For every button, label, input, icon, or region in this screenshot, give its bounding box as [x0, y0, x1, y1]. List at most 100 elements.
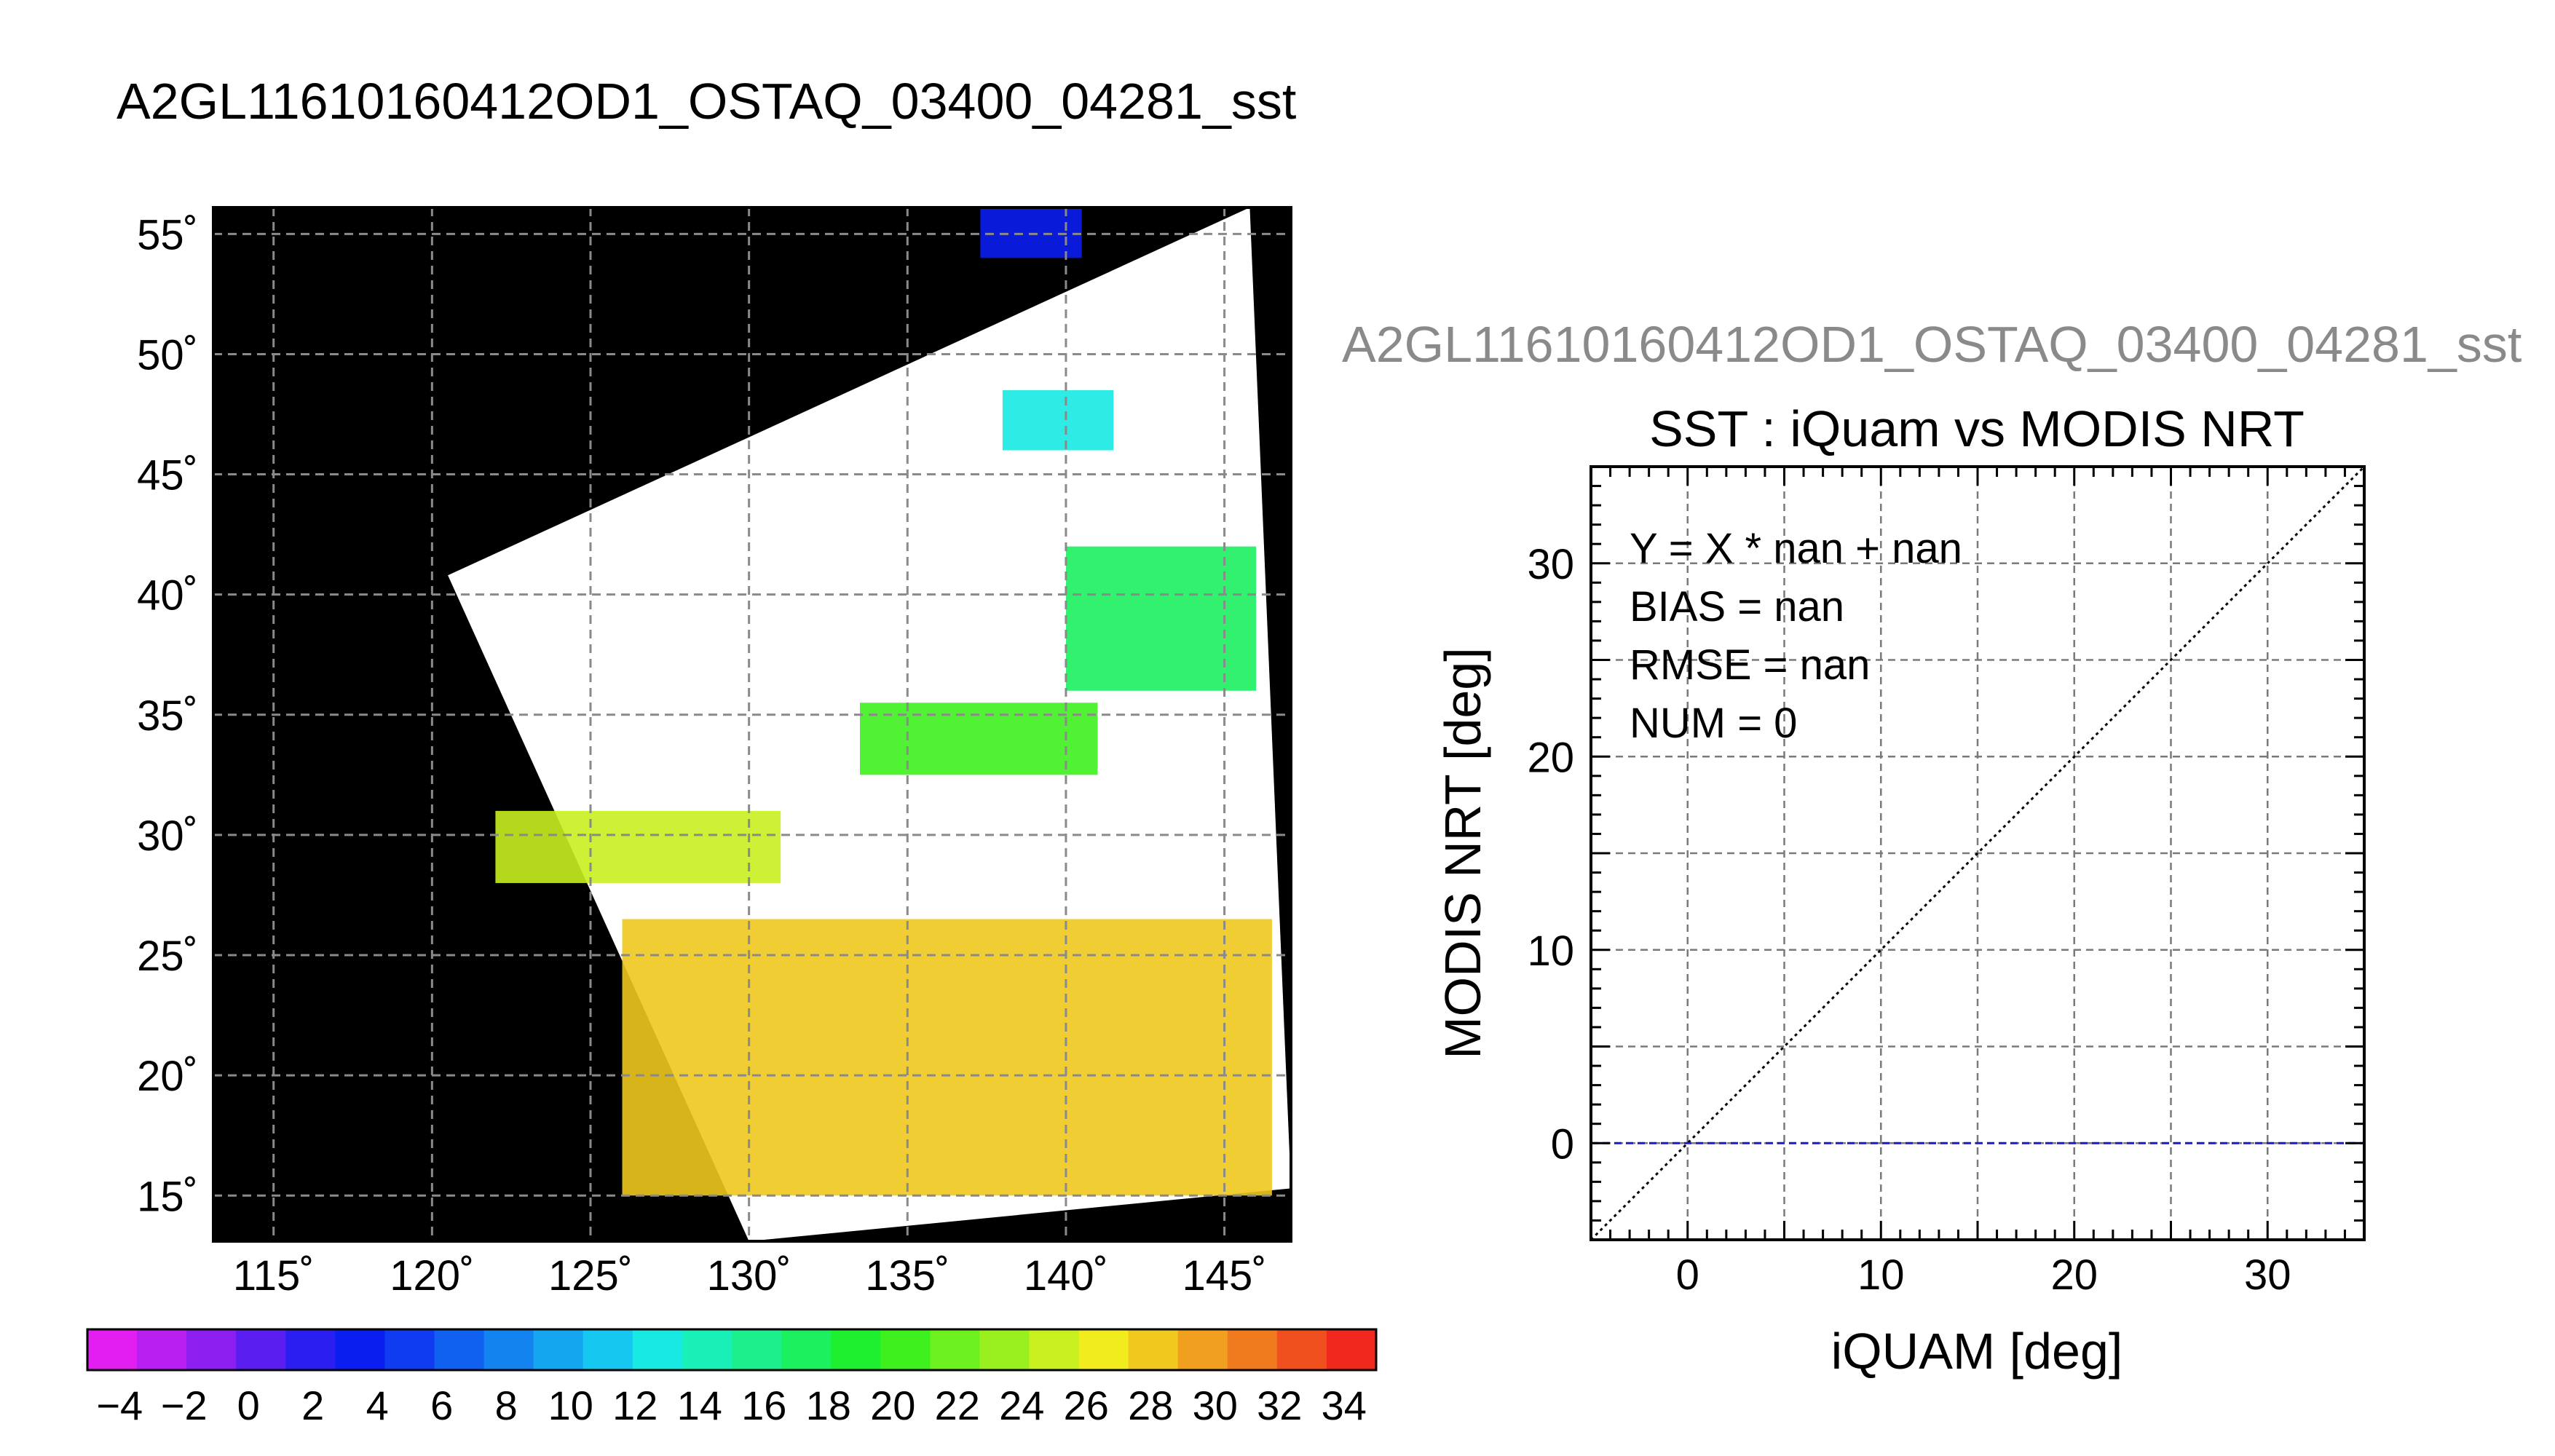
colorbar-block-18	[979, 1329, 1030, 1370]
lon-tick-label: 130˚	[707, 1252, 791, 1299]
sst-region-5	[622, 919, 1272, 1196]
colorbar-block-5	[335, 1329, 386, 1370]
colorbar-block-10	[583, 1329, 633, 1370]
lon-tick-label: 145˚	[1182, 1252, 1267, 1299]
colorbar-block-6	[384, 1329, 435, 1370]
latitude-tick-labels: 55˚ 50˚ 45˚ 40˚ 35˚ 30˚ 25˚ 20˚ 15˚	[137, 211, 198, 1220]
colorbar-tick-label: 4	[366, 1382, 389, 1428]
scatter-panel: A2GL11610160412OD1_OSTAQ_03400_04281_sst…	[1342, 316, 2522, 1380]
colorbar-block-13	[732, 1329, 782, 1370]
sst-region-1	[1002, 389, 1114, 451]
colorbar-block-3	[236, 1329, 286, 1370]
colorbar-tick-label: 10	[548, 1382, 593, 1428]
colorbar-block-17	[930, 1329, 980, 1370]
colorbar-tick-label: 18	[806, 1382, 851, 1428]
sst-region-2	[1065, 546, 1257, 691]
colorbar-block-21	[1128, 1329, 1179, 1370]
scatter-reference-lines	[1590, 465, 2366, 1241]
lat-tick-label: 25˚	[137, 933, 198, 980]
lat-tick-label: 30˚	[137, 812, 198, 860]
colorbar-block-9	[533, 1329, 584, 1370]
colorbar-block-4	[285, 1329, 336, 1370]
colorbar-tick-label: 0	[237, 1382, 260, 1428]
colorbar-block-11	[632, 1329, 683, 1370]
lon-tick-label: 125˚	[548, 1252, 633, 1299]
scatter-x-tick-labels: 0 10 20 30	[1676, 1251, 2291, 1299]
colorbar-tick-labels: −4 −2 0 2 4 6 8 10 12 14 16 18 20 22 24 26 28 30 32 34	[96, 1382, 1367, 1428]
scatter-minor-ticks	[1591, 467, 2364, 1240]
colorbar-block-23	[1227, 1329, 1278, 1370]
scatter-y-tick-label: 0	[1551, 1120, 1574, 1168]
lon-tick-label: 115˚	[233, 1252, 315, 1299]
colorbar-block-20	[1078, 1329, 1129, 1370]
scatter-x-tick-label: 20	[2050, 1251, 2098, 1299]
colorbar-tick-label: 2	[301, 1382, 324, 1428]
longitude-tick-labels: 115˚ 120˚ 125˚ 130˚ 135˚ 140˚ 145˚	[233, 1252, 1267, 1299]
sst-region-3	[860, 703, 1098, 775]
colorbar-tick-label: 30	[1193, 1382, 1238, 1428]
scatter-title: SST : iQuam vs MODIS NRT	[1649, 400, 2305, 457]
lat-tick-label: 35˚	[137, 692, 198, 740]
scatter-y-tick-label: 20	[1527, 734, 1574, 781]
colorbar-border	[86, 1328, 1378, 1372]
scatter-stats: Y = X * nan + nan BIAS = nan RMSE = nan …	[1630, 525, 1962, 747]
colorbar-tick-label: 32	[1257, 1382, 1302, 1428]
colorbar-tick-label: 12	[612, 1382, 657, 1428]
colorbar-tick-label: 26	[1064, 1382, 1109, 1428]
lon-tick-label: 140˚	[1024, 1252, 1108, 1299]
sst-map-panel: 55˚ 50˚ 45˚ 40˚ 35˚ 30˚ 25˚ 20˚ 15˚ 115˚ 120˚ 125˚…	[137, 206, 1292, 1299]
stats-fit-equation: Y = X * nan + nan	[1630, 525, 1962, 572]
scatter-y-tick-label: 30	[1527, 541, 1574, 588]
figure-title: A2GL11610160412OD1_OSTAQ_03400_04281_sst	[117, 73, 1296, 130]
colorbar-block-25	[1326, 1329, 1377, 1370]
scatter-y-tick-label: 10	[1527, 927, 1574, 975]
colorbar-tick-label: 6	[430, 1382, 453, 1428]
colorbar-tick-label: 34	[1322, 1382, 1367, 1428]
colorbar-tick-label: 20	[870, 1382, 915, 1428]
stats-num: NUM = 0	[1630, 700, 1797, 747]
colorbar-block-19	[1029, 1329, 1080, 1370]
colorbar-block-22	[1177, 1329, 1228, 1370]
scatter-x-axis-label: iQUAM [deg]	[1831, 1323, 2123, 1380]
colorbar-block-14	[781, 1329, 832, 1370]
lat-tick-label: 20˚	[137, 1053, 198, 1100]
colorbar-tick-label: 16	[741, 1382, 786, 1428]
colorbar-tick-label: −2	[161, 1382, 208, 1428]
colorbar-tick-label: −4	[96, 1382, 143, 1428]
stats-bias: BIAS = nan	[1630, 583, 1844, 630]
colorbar-block-24	[1276, 1329, 1327, 1370]
colorbar-block-16	[880, 1329, 931, 1370]
map-gridlines	[213, 207, 1291, 1241]
scatter-x-tick-label: 0	[1676, 1251, 1699, 1299]
lat-tick-label: 45˚	[137, 452, 198, 499]
colorbar-block-15	[831, 1329, 881, 1370]
reference-line-identity	[1590, 465, 2366, 1241]
colorbar-block-1	[137, 1329, 187, 1370]
sst-region-4	[495, 810, 781, 883]
colorbar-block-0	[87, 1329, 138, 1370]
lon-tick-label: 120˚	[390, 1252, 474, 1299]
colorbar-block-8	[483, 1329, 534, 1370]
scatter-header: A2GL11610160412OD1_OSTAQ_03400_04281_sst	[1342, 316, 2522, 373]
scatter-x-tick-label: 10	[1857, 1251, 1905, 1299]
colorbar-block-12	[682, 1329, 732, 1370]
map-border	[212, 206, 1292, 1243]
colorbar-tick-label: 8	[495, 1382, 518, 1428]
scatter-border	[1590, 465, 2366, 1241]
lat-tick-label: 55˚	[137, 211, 198, 258]
lon-tick-label: 135˚	[865, 1252, 949, 1299]
stats-rmse: RMSE = nan	[1630, 641, 1870, 689]
colorbar-blocks	[87, 1329, 1377, 1370]
colorbar-tick-label: 28	[1128, 1382, 1173, 1428]
lat-tick-label: 40˚	[137, 572, 198, 620]
colorbar-tick-label: 22	[935, 1382, 980, 1428]
lat-tick-label: 15˚	[137, 1173, 198, 1220]
colorbar: −4 −2 0 2 4 6 8 10 12 14 16 18 20 22 24 26 28 30 32 34	[86, 1328, 1378, 1428]
scatter-y-axis-label: MODIS NRT [deg]	[1434, 647, 1491, 1059]
colorbar-tick-label: 14	[677, 1382, 722, 1428]
colorbar-block-7	[434, 1329, 485, 1370]
lat-tick-label: 50˚	[137, 331, 198, 379]
scatter-y-tick-labels: 0 10 20 30	[1527, 541, 1574, 1168]
colorbar-block-2	[186, 1329, 237, 1370]
